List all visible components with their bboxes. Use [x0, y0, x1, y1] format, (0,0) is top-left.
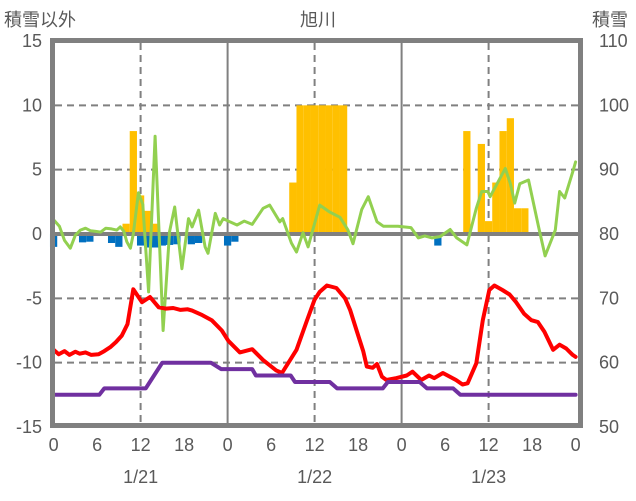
chart-title: 旭川	[300, 10, 336, 30]
snowfall-bars	[513, 208, 522, 235]
snowfall-bars	[303, 105, 311, 235]
snowfall-bars	[484, 221, 493, 235]
blue-bars	[194, 234, 203, 244]
snowfall-bars	[296, 105, 304, 235]
y-left-tick-label: 15	[22, 31, 42, 51]
blue-bars	[151, 234, 159, 248]
y-left-tick-label: -5	[26, 288, 42, 308]
y-right-tick-label: 60	[599, 353, 619, 373]
x-tick-label: 18	[522, 435, 542, 455]
x-tick-label: 12	[305, 435, 325, 455]
x-tick-label: 0	[223, 435, 233, 455]
x-date-label: 1/22	[297, 467, 332, 487]
x-tick-label: 6	[440, 435, 450, 455]
blue-bars	[434, 234, 442, 246]
snowfall-bars	[477, 143, 485, 235]
snowfall-bars	[325, 105, 333, 235]
blue-bars	[136, 234, 145, 246]
x-tick-label: 0	[571, 435, 581, 455]
x-tick-label: 6	[92, 435, 102, 455]
blue-bars	[223, 234, 232, 246]
x-date-label: 1/21	[123, 467, 158, 487]
y-left-tick-label: -15	[16, 417, 42, 437]
x-date-label: 1/23	[471, 467, 506, 487]
red-line	[51, 283, 578, 387]
y-left-tick-label: 0	[32, 224, 42, 244]
snowfall-bars	[151, 223, 159, 235]
y-left-tick-label: 5	[32, 160, 42, 180]
x-tick-label: 12	[131, 435, 151, 455]
blue-bars	[144, 234, 152, 248]
snowfall-bars	[521, 208, 529, 235]
blue-bars	[115, 234, 123, 247]
y-left-tick-label: 10	[22, 95, 42, 115]
blue-bars	[231, 234, 239, 242]
y-right-tick-label: 70	[599, 288, 619, 308]
snowfall-bars	[129, 131, 137, 235]
y-right-tick-label: 110	[599, 31, 628, 51]
snowfall-bars	[289, 182, 297, 235]
y-right-tick-label: 50	[599, 417, 619, 437]
x-tick-label: 12	[479, 435, 499, 455]
snowfall-bars	[463, 131, 471, 235]
x-tick-label: 0	[49, 435, 59, 455]
y-left-tick-label: -10	[16, 353, 42, 373]
snowfall-bars	[506, 118, 514, 235]
blue-bars	[187, 234, 195, 245]
x-tick-label: 6	[266, 435, 276, 455]
snowfall-bars	[318, 105, 326, 235]
left-axis-title: 積雪以外	[4, 10, 76, 30]
green-line	[52, 134, 578, 332]
y-right-tick-label: 80	[599, 224, 619, 244]
y-right-tick-label: 90	[599, 160, 619, 180]
snowfall-bars	[136, 195, 145, 235]
blue-bars	[107, 234, 116, 244]
x-tick-label: 18	[348, 435, 368, 455]
blue-bars	[173, 234, 181, 245]
x-tick-label: 18	[174, 435, 194, 455]
snowfall-bars	[144, 210, 152, 235]
blue-bars	[86, 234, 94, 242]
purple-line	[51, 360, 578, 397]
snowfall-bars	[339, 105, 348, 235]
snowfall-bars	[310, 105, 319, 235]
snowfall-bars	[492, 182, 500, 235]
plot-border	[50, 38, 583, 428]
snowfall-bars	[332, 105, 340, 235]
x-tick-label: 0	[397, 435, 407, 455]
snowfall-bars	[122, 223, 130, 235]
snowfall-bars	[499, 131, 507, 235]
blue-bars	[78, 234, 87, 243]
y-right-tick-label: 100	[599, 95, 629, 115]
blue-bars	[158, 234, 166, 246]
right-axis-title: 積雪	[592, 10, 628, 30]
